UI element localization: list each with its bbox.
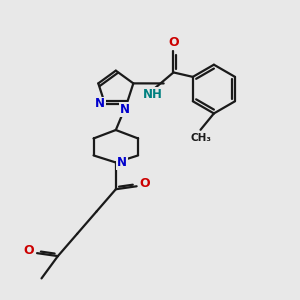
Text: O: O <box>23 244 34 257</box>
Text: N: N <box>94 98 105 110</box>
Text: O: O <box>168 36 179 49</box>
Text: NH: NH <box>143 88 163 100</box>
Text: N: N <box>120 103 130 116</box>
Text: O: O <box>140 177 150 190</box>
Text: CH₃: CH₃ <box>190 133 211 143</box>
Text: N: N <box>117 156 128 169</box>
